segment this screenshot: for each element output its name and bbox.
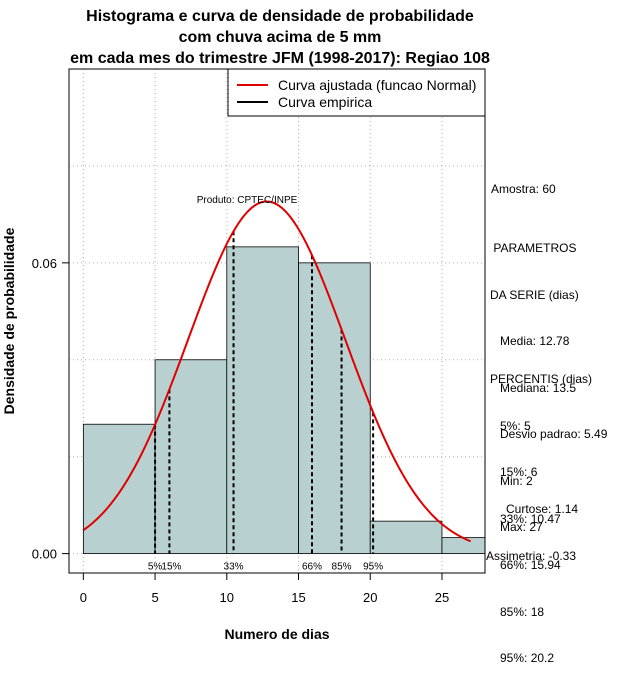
kurtosis-line: Curtose: 1.14 [486, 502, 579, 516]
histogram-bar [154, 359, 228, 555]
histogram-bar [369, 520, 443, 555]
percentile-line: 95%: 20.2 [490, 651, 555, 665]
y-tick-label: 0.00 [32, 547, 57, 562]
skewness-line: Assimetria: -0.33 [486, 548, 577, 563]
legend-box [227, 68, 486, 117]
percentiles-list: PERCENTIS (dias) 5%: 5 15%: 6 33%: 10.47… [490, 341, 592, 682]
chart-title: Histograma e curva de densidade de proba… [0, 6, 560, 69]
param-line: Min: 2 [490, 473, 533, 488]
percentile-line: PERCENTIS (dias) [490, 372, 593, 386]
histogram-bar [226, 246, 299, 555]
percentile-label: 85% [332, 562, 352, 573]
x-tick-label: 15 [291, 590, 305, 605]
histogram-bar [441, 537, 486, 555]
shape-statistics: Curtose: 1.14 Assimetria: -0.33 [486, 471, 578, 580]
histogram-bar [298, 262, 371, 555]
percentile-label: 33% [224, 562, 244, 573]
title-line-3: em cada mes do trimestre JFM (1998-2017)… [70, 50, 490, 67]
x-tick-label: 25 [435, 590, 449, 605]
x-tick-label: 10 [220, 590, 234, 605]
percentile-line: 66%: 15.94 [490, 558, 561, 572]
param-line: Desvio padrao: 5.49 [490, 427, 608, 441]
param-line: Max: 27 [490, 520, 543, 534]
legend-entry-label: Curva ajustada (funcao Normal) [278, 77, 476, 93]
param-line: Mediana: 13.5 [490, 380, 577, 395]
percentile-label: 66% [302, 562, 322, 573]
percentile-label: 15% [161, 562, 181, 573]
x-tick-label: 5 [151, 590, 158, 605]
percentile-label: 5% [148, 562, 163, 573]
percentile-line: 85%: 18 [490, 604, 545, 619]
sample-size: Amostra: 60 [491, 182, 556, 196]
title-line-2: com chuva acima de 5 mm [178, 29, 382, 46]
legend-entry-label: Curva empirica [278, 94, 372, 110]
y-tick-label: 0.06 [32, 256, 57, 271]
param-line: PARAMETROS [490, 241, 577, 255]
x-axis-label: Numero de dias [224, 626, 329, 642]
param-line: DA SERIE (dias) [490, 287, 579, 302]
percentile-line: 15%: 6 [490, 465, 538, 479]
normal-fit-curve [82, 200, 472, 543]
percentile-line: 33%: 10.47 [490, 511, 561, 526]
title-line-1: Histograma e curva de densidade de proba… [86, 8, 474, 25]
percentile-line: 5%: 5 [490, 418, 531, 433]
x-tick-label: 0 [80, 590, 87, 605]
x-tick-label: 20 [363, 590, 377, 605]
y-axis-label: Densidade de probabilidade [1, 227, 17, 414]
histogram-bar [82, 423, 156, 555]
series-parameters: PARAMETROS DA SERIE (dias) Media: 12.78 … [490, 210, 607, 551]
param-line: Media: 12.78 [490, 334, 570, 348]
histogram-chart: 5% 15% 33% 66% 85% 95% 0 5 10 15 20 25 0.00 0.06 Numer… [1, 68, 486, 642]
percentile-label: 95% [363, 562, 383, 573]
product-annotation: Produto: CPTEC/INPE [197, 195, 298, 206]
